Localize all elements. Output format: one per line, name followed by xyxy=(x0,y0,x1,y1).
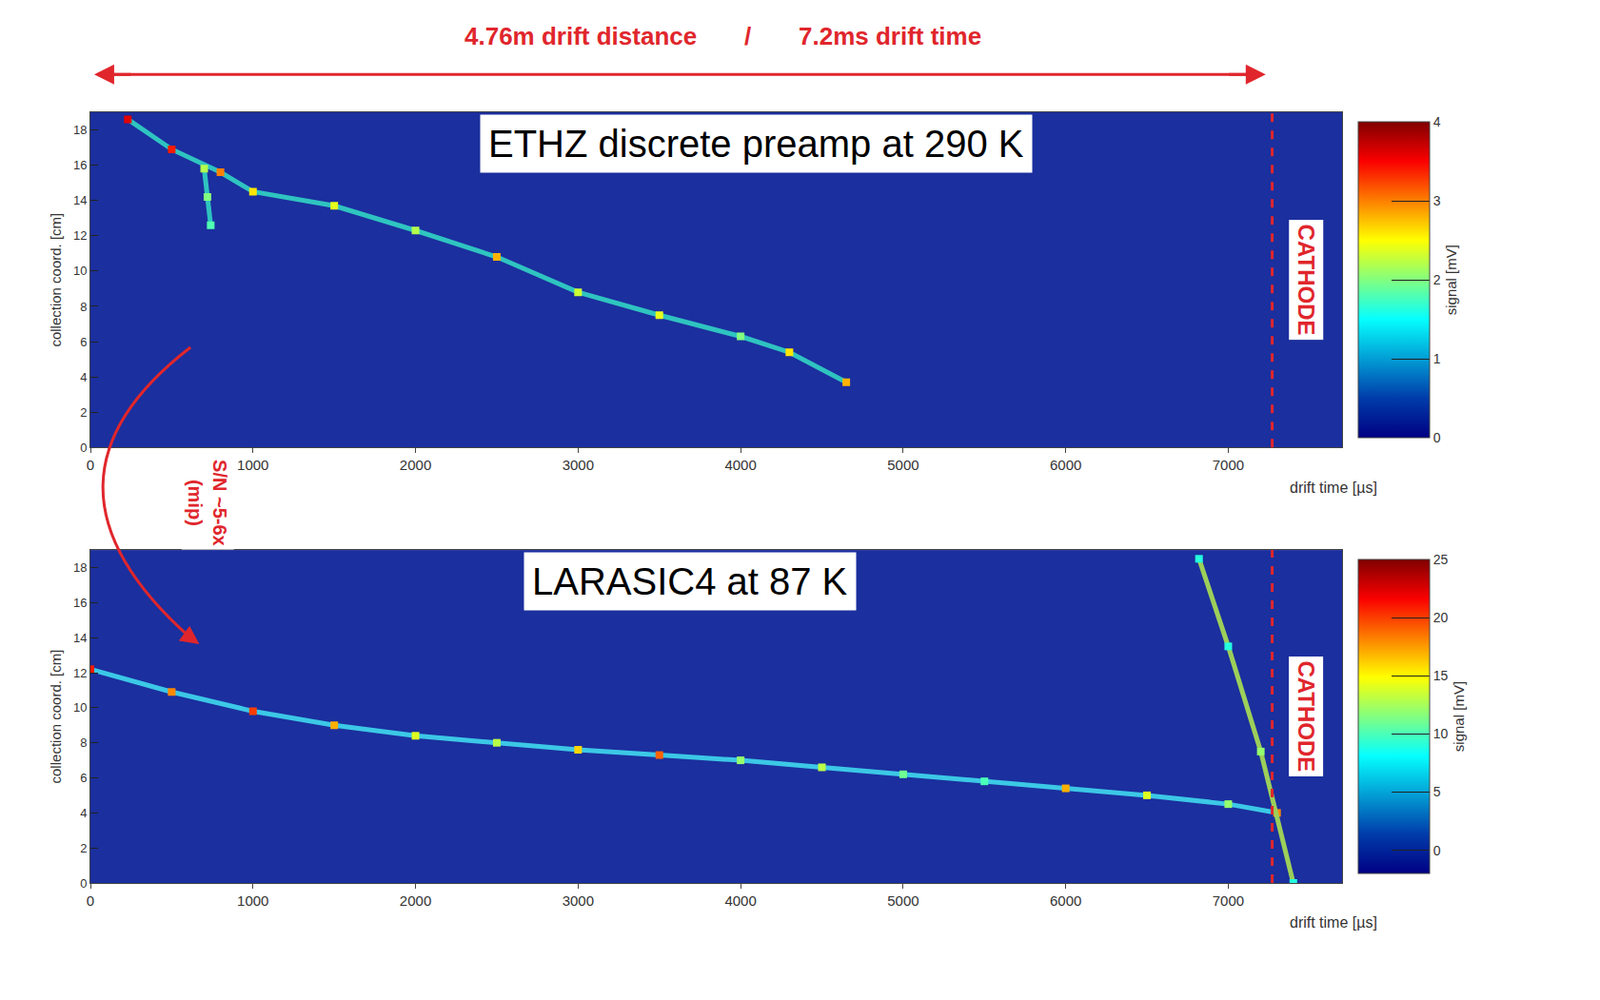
svg-text:8: 8 xyxy=(79,735,87,751)
svg-text:7000: 7000 xyxy=(1212,892,1245,909)
svg-text:12: 12 xyxy=(73,228,87,243)
svg-text:14: 14 xyxy=(73,631,87,646)
svg-text:4000: 4000 xyxy=(724,892,756,909)
svg-text:16: 16 xyxy=(73,595,87,611)
svg-text:1000: 1000 xyxy=(237,456,269,474)
svg-text:7.2ms drift time: 7.2ms drift time xyxy=(798,21,982,51)
svg-text:signal [mV]: signal [mV] xyxy=(1450,681,1467,752)
svg-text:/: / xyxy=(744,21,751,51)
svg-text:18: 18 xyxy=(73,122,87,138)
svg-text:2: 2 xyxy=(79,405,87,420)
svg-text:4: 4 xyxy=(79,370,87,385)
svg-text:4000: 4000 xyxy=(724,456,756,474)
svg-text:8: 8 xyxy=(79,299,87,315)
svg-text:10: 10 xyxy=(73,700,87,715)
svg-text:16: 16 xyxy=(73,158,87,173)
svg-text:drift time [µs]: drift time [µs] xyxy=(1289,479,1378,496)
svg-text:CATHODE: CATHODE xyxy=(1293,224,1320,336)
svg-text:10: 10 xyxy=(73,263,87,278)
svg-text:6: 6 xyxy=(79,335,87,350)
svg-text:2000: 2000 xyxy=(399,892,432,909)
svg-text:CATHODE: CATHODE xyxy=(1293,660,1320,772)
svg-text:3000: 3000 xyxy=(562,456,594,474)
svg-text:4.76m drift distance: 4.76m drift distance xyxy=(464,21,697,51)
svg-text:1000: 1000 xyxy=(237,892,269,909)
svg-text:2000: 2000 xyxy=(399,456,432,474)
svg-text:25: 25 xyxy=(1433,552,1449,568)
svg-text:ETHZ discrete preamp at 290 K: ETHZ discrete preamp at 290 K xyxy=(488,122,1025,165)
svg-text:12: 12 xyxy=(73,666,87,681)
svg-text:20: 20 xyxy=(1433,610,1449,626)
svg-text:2: 2 xyxy=(1433,272,1442,288)
svg-text:0: 0 xyxy=(79,876,87,891)
svg-text:signal [mV]: signal [mV] xyxy=(1442,244,1460,316)
svg-text:1: 1 xyxy=(1433,351,1442,367)
svg-text:drift time [µs]: drift time [µs] xyxy=(1289,914,1378,931)
svg-text:3: 3 xyxy=(1433,193,1442,209)
svg-text:18: 18 xyxy=(73,560,87,575)
svg-text:0: 0 xyxy=(86,456,95,474)
svg-text:6: 6 xyxy=(79,770,87,786)
svg-text:0: 0 xyxy=(86,892,95,909)
svg-text:collection coord. [cm]: collection coord. [cm] xyxy=(47,213,64,348)
svg-text:14: 14 xyxy=(73,193,87,208)
svg-text:0: 0 xyxy=(1433,843,1442,859)
svg-text:3000: 3000 xyxy=(562,892,594,909)
svg-text:6000: 6000 xyxy=(1049,892,1082,909)
svg-text:15: 15 xyxy=(1433,668,1449,684)
svg-text:5: 5 xyxy=(1433,784,1442,800)
svg-text:5000: 5000 xyxy=(887,892,919,909)
svg-text:6000: 6000 xyxy=(1049,456,1082,474)
svg-text:5000: 5000 xyxy=(887,456,919,474)
svg-text:2: 2 xyxy=(79,841,87,856)
svg-text:0: 0 xyxy=(79,440,87,455)
svg-text:7000: 7000 xyxy=(1212,456,1245,474)
svg-text:4: 4 xyxy=(1433,114,1442,130)
svg-text:4: 4 xyxy=(79,806,87,821)
svg-text:collection coord. [cm]: collection coord. [cm] xyxy=(47,650,64,785)
svg-text:0: 0 xyxy=(1433,430,1442,446)
svg-text:10: 10 xyxy=(1433,726,1449,742)
svg-text:LARASIC4 at 87 K: LARASIC4 at 87 K xyxy=(532,560,849,603)
svg-text:S/N ~5-6x(mip): S/N ~5-6x(mip) xyxy=(184,459,231,547)
